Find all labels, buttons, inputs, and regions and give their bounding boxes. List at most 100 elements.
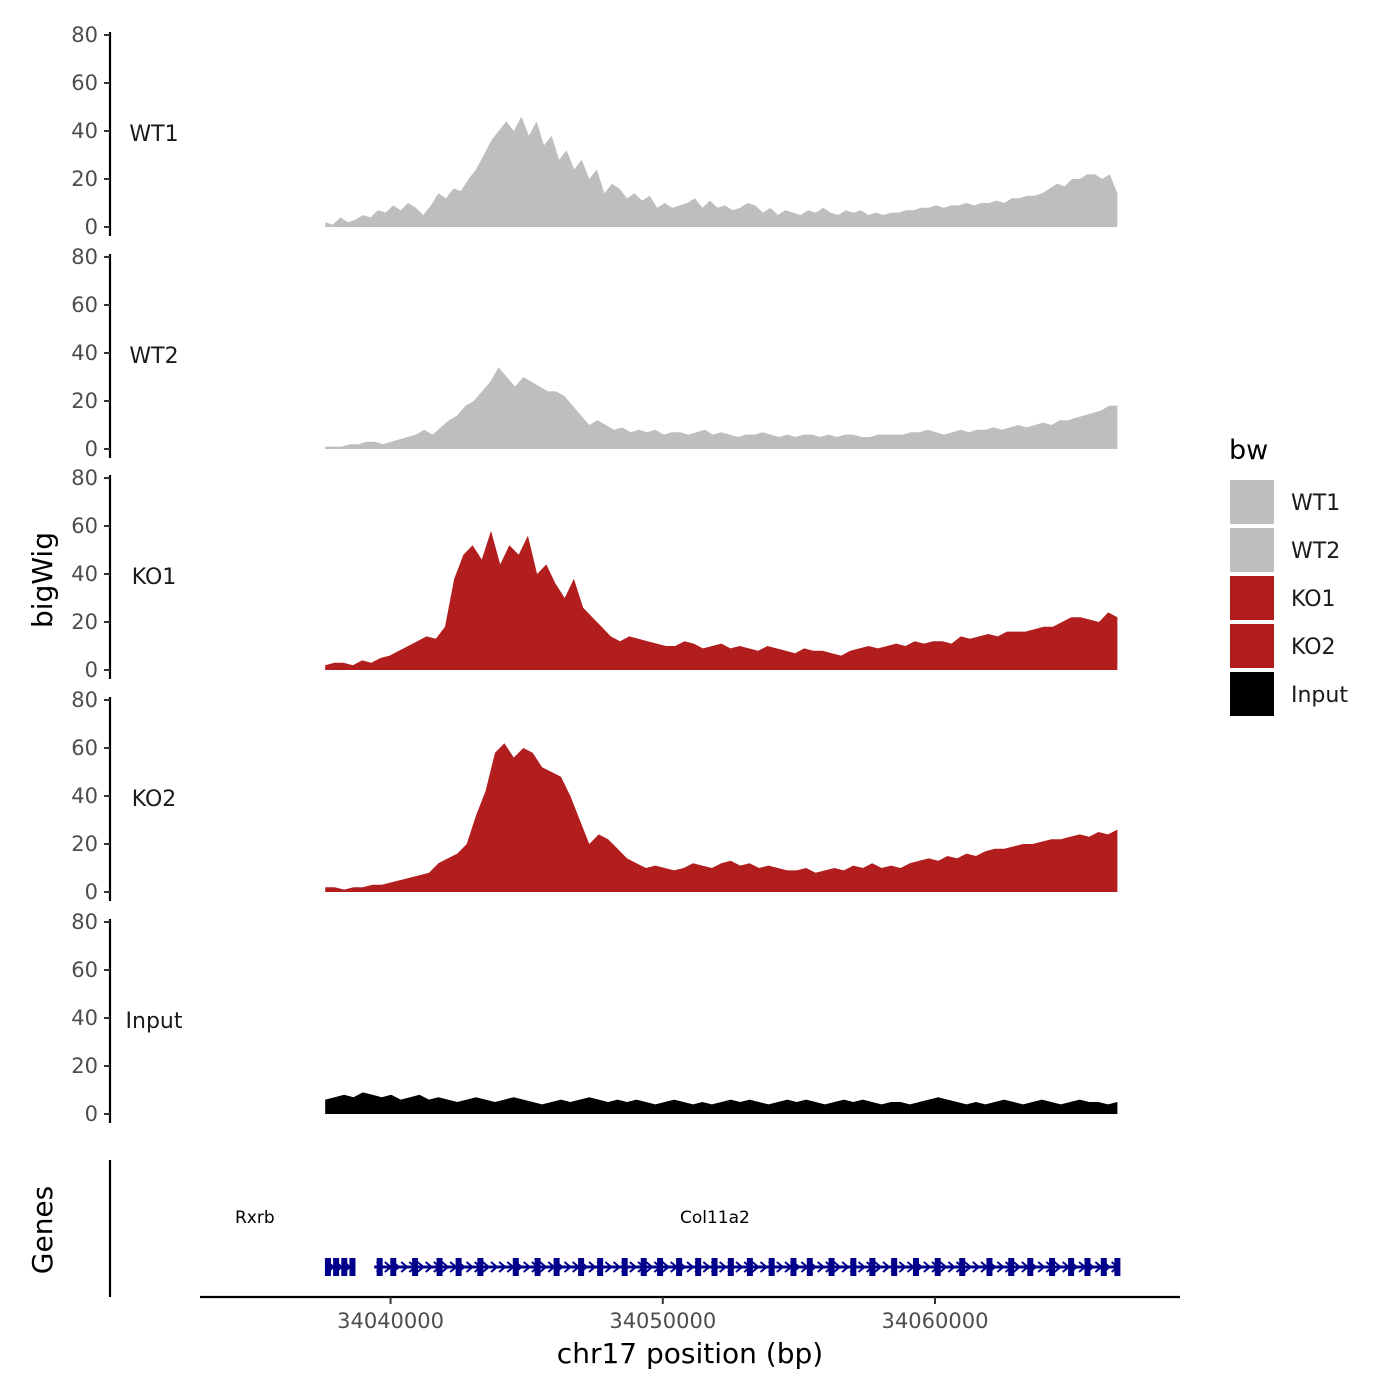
strand-arrow [776,1261,785,1273]
strand-arrow [1013,1261,1022,1273]
y-tick-label: 60 [71,71,98,95]
y-tick-label: 20 [71,610,98,634]
legend-label: KO1 [1291,587,1336,612]
strand-arrow [661,1261,671,1273]
area-ko1 [325,530,1118,670]
legend-item-ko2: KO2 [1230,624,1336,668]
exon [1027,1258,1034,1276]
exon [621,1258,628,1276]
strand-arrow [686,1261,695,1273]
track-ko1: 0 20 40 60 80 KO1 [71,466,1118,682]
strand-arrow [817,1261,826,1273]
strand-arrow [833,1261,842,1273]
exon [1008,1258,1015,1276]
exon [477,1258,484,1276]
exon [790,1258,797,1276]
y-tick-label: 0 [85,880,98,904]
exon [1084,1258,1091,1276]
gene-rxrb: Rxrb [235,1208,356,1276]
exon [1114,1258,1121,1276]
y-tick-label: 40 [71,341,98,365]
strand-arrow [735,1261,744,1273]
y-tick-label: 80 [71,466,98,490]
y-tick-label: 0 [85,437,98,461]
legend-item-wt2: WT2 [1230,528,1340,572]
exon [640,1258,647,1276]
track-wt1: 0 20 40 60 80 WT1 [71,23,1118,239]
strand-arrow [996,1261,1005,1273]
strand-arrow [490,1261,499,1273]
y-tick-label: 80 [71,23,98,47]
x-tick-label: 34060000 [882,1309,989,1333]
strand-arrow [882,1261,891,1273]
strand-arrow [629,1261,638,1273]
strand-arrow [482,1261,491,1273]
strand-arrow [604,1261,613,1273]
y-tick-label: 40 [71,562,98,586]
x-axis-title: chr17 position (bp) [557,1337,823,1370]
exon [597,1258,604,1276]
strand-arrow [759,1261,769,1273]
strand-arrow [612,1261,622,1273]
strand-arrow [898,1261,907,1273]
exon [657,1258,664,1276]
exon [512,1258,519,1276]
strand-arrow [1037,1261,1046,1273]
gene-label: Rxrb [235,1208,275,1228]
genes-layer: Rxrb Col11a2 [108,1160,1121,1297]
strand-arrow [972,1261,981,1273]
track-wt2: 0 20 40 60 80 WT2 [71,245,1118,461]
exon [869,1258,876,1276]
strand-arrow [539,1261,548,1273]
strand-arrow [1053,1261,1063,1273]
exon [436,1258,443,1276]
track-input: 0 20 40 60 80 Input [71,910,1118,1126]
area-wt2 [325,367,1118,449]
x-axis: 34040000 34050000 34060000 [200,1295,1180,1333]
exon [412,1258,419,1276]
strand-arrow [400,1261,409,1273]
exon [534,1258,541,1276]
exon [341,1258,348,1276]
area-input [325,1092,1118,1114]
legend-swatch [1230,576,1274,620]
exon [768,1258,775,1276]
strand-arrow [498,1261,507,1273]
strand-arrow [702,1261,711,1273]
strand-arrow [465,1261,475,1273]
exon [333,1258,340,1276]
legend-item-input: Input [1230,672,1348,716]
strand-arrow [416,1261,426,1273]
strand-arrow [923,1261,932,1273]
exon [806,1258,813,1276]
legend-title: bw [1229,435,1268,466]
exon [986,1258,993,1276]
area-ko2 [325,743,1118,892]
y-tick-label: 60 [71,958,98,982]
strand-arrow [874,1261,883,1273]
strand-arrow [719,1261,728,1273]
legend-label: WT2 [1291,539,1340,564]
strand-arrow [947,1261,956,1273]
y-tick-label: 80 [71,688,98,712]
y-tick-label: 40 [71,1006,98,1030]
genes-axis-title: Genes [26,1186,59,1274]
strand-arrow [751,1261,760,1273]
exon [349,1258,356,1276]
legend-swatch [1230,672,1274,716]
exon [455,1258,462,1276]
y-tick-label: 0 [85,1102,98,1126]
exon [376,1258,383,1276]
strand-arrow [645,1261,654,1273]
strand-arrow [964,1261,973,1273]
strand-arrow [588,1261,597,1273]
y-tick-label: 20 [71,1054,98,1078]
strand-arrow [563,1261,573,1273]
track-label: KO2 [132,787,177,812]
track-label: WT2 [129,344,178,369]
legend-swatch [1230,528,1274,572]
y-tick-label: 0 [85,215,98,239]
strand-arrow [523,1261,532,1273]
